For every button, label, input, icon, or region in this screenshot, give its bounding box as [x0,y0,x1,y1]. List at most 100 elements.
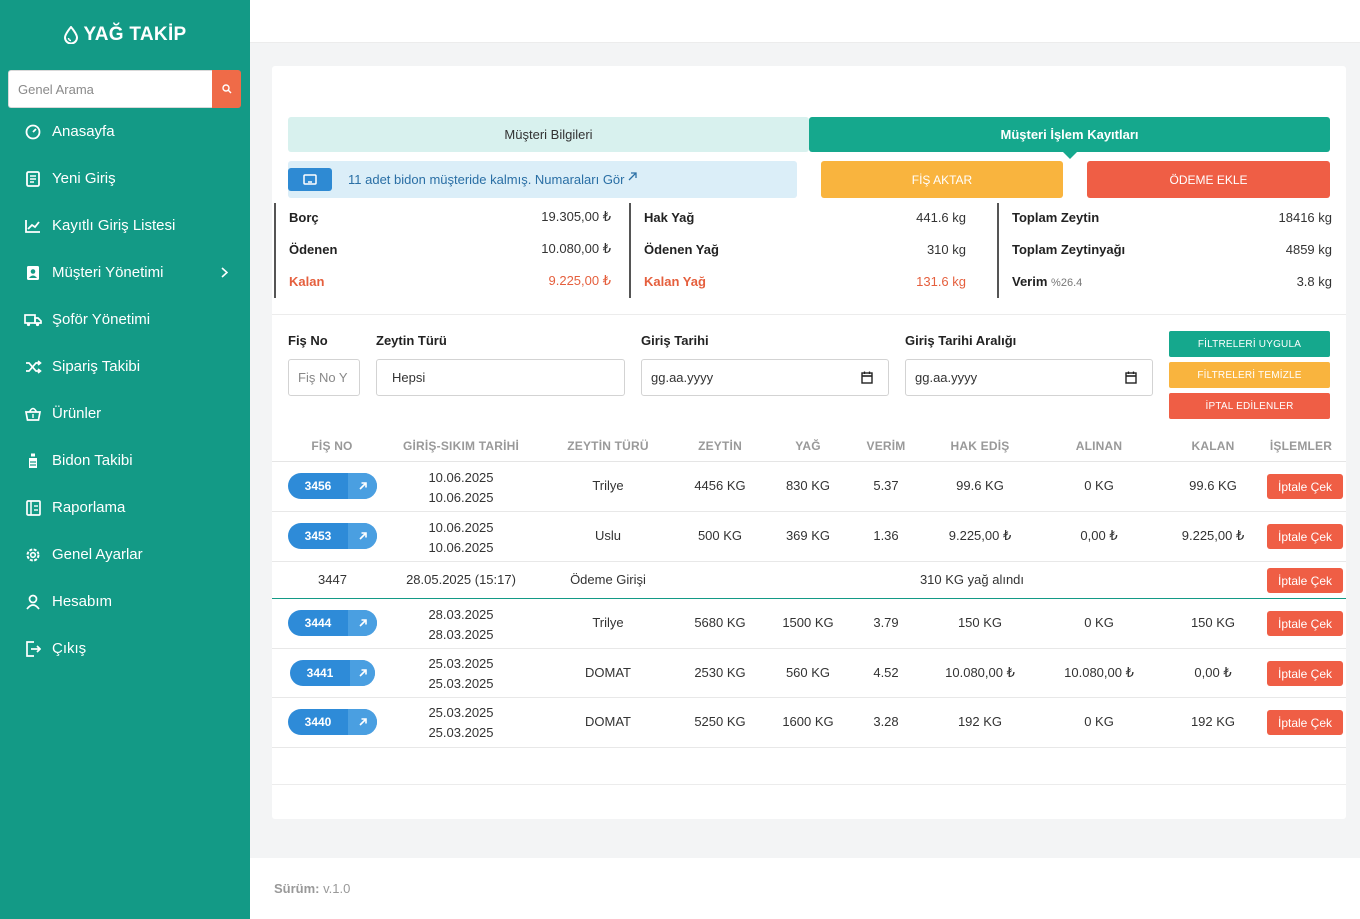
oil-drop-icon [63,26,78,44]
iptale-cek-button[interactable]: İptale Çek [1267,611,1343,636]
iptale-cek-button[interactable]: İptale Çek [1267,474,1343,499]
sidebar-item-sofor-yonetimi[interactable]: Şoför Yönetimi [0,296,250,343]
fis-badge[interactable]: 3440 [288,709,377,735]
col-kalan: KALAN [1191,439,1235,453]
sidebar-item-label: Yeni Giriş [52,170,116,187]
table-row: 3456 10.06.2025 10.06.2025 Trilye 4456 KG… [272,462,1346,512]
cell-verim: 4.52 [873,665,899,680]
fis-badge[interactable]: 3444 [288,610,377,636]
summary-hak-yag: Hak Yağ 441.6 kg [644,207,966,227]
calendar-icon[interactable] [1125,371,1137,384]
tab-musteri-islem-kayitlari[interactable]: Müşteri İşlem Kayıtları [809,117,1330,159]
cell-zeytin-turu: Trilye [592,478,624,493]
fis-badge[interactable]: 3456 [288,473,377,499]
cell-yag: 369 KG [785,528,831,543]
summary-divider [274,203,276,298]
iptale-cek-button[interactable]: İptale Çek [1267,524,1343,549]
version-value: v.1.0 [323,881,351,896]
col-zeytin-turu: ZEYTİN TÜRÜ [567,439,649,453]
summary-borc: Borç 19.305,00 ₺ [289,207,611,227]
odeme-ekle-button[interactable]: ÖDEME EKLE [1087,161,1330,198]
sidebar-item-urunler[interactable]: Ürünler [0,390,250,437]
footer: Sürüm: v.1.0 [250,858,1360,919]
tab-musteri-bilgileri[interactable]: Müşteri Bilgileri [288,117,809,152]
sidebar-item-label: Ürünler [52,405,102,422]
chart-line-icon [24,217,42,235]
calendar-icon[interactable] [861,371,873,384]
summary-totals: Toplam Zeytin 18416 kg Toplam Zeytinyağı 4… [997,203,1332,298]
cell-verim: 5.37 [873,478,899,493]
sidebar-item-cikis[interactable]: Çıkış [0,625,250,672]
sidebar-item-musteri-yonetimi[interactable]: Müşteri Yönetimi [0,249,250,296]
cell-tarih: 28.05.2025 (15:17) [406,572,516,587]
sidebar-item-raporlama[interactable]: Raporlama [0,484,250,531]
date-giris: 10.06.2025 [428,470,494,485]
summary-kalan-yag: Kalan Yağ 131.6 kg [644,271,966,291]
verim-label: Verim [1012,273,1048,289]
summary-odenen-yag: Ödenen Yağ 310 kg [644,239,966,259]
filter-fis-no-input[interactable]: Fiş No Y [288,359,360,396]
summary-label: Toplam Zeytin [1012,209,1100,225]
cell-zeytin-turu: Trilye [592,615,624,630]
iptale-cek-button[interactable]: İptale Çek [1267,661,1343,686]
fis-number: 3456 [304,479,332,493]
fis-badge[interactable]: 3441 [290,660,375,686]
cell-tarih: 25.03.2025 25.03.2025 [390,703,532,743]
cancelled-records-button[interactable]: İPTAL EDİLENLER [1169,393,1330,419]
sidebar-item-genel-ayarlar[interactable]: Genel Ayarlar [0,531,250,578]
date-giris: 10.06.2025 [428,520,494,535]
sidebar-item-hesabim[interactable]: Hesabım [0,578,250,625]
notice-link[interactable]: 11 adet bidon müşteride kalmış. Numarala… [348,172,625,187]
filter-zeytin-turu-select[interactable]: Hepsi [376,359,625,396]
apply-filters-button[interactable]: FİLTRELERİ UYGULA [1169,331,1330,357]
sidebar-item-anasayfa[interactable]: Anasayfa [0,108,250,155]
sidebar-item-label: Genel Ayarlar [52,546,143,563]
external-link-icon [628,172,637,181]
cell-kalan: 99.6 KG [1189,478,1237,493]
cell-yag: 1600 KG [782,714,834,729]
fis-badge[interactable]: 3453 [288,523,377,549]
document-icon [24,170,42,188]
cell-tarih: 10.06.2025 10.06.2025 [390,468,532,508]
iptale-cek-button[interactable]: İptale Çek [1267,710,1343,735]
summary-value: 4859 kg [1285,241,1332,257]
search-button[interactable] [212,70,241,108]
sidebar-item-kayitli-giris-listesi[interactable]: Kayıtlı Giriş Listesi [0,202,250,249]
arrow-up-right-icon [348,523,377,549]
cell-tarih: 28.03.2025 28.03.2025 [390,605,532,645]
cell-alinan: 10.080,00 ₺ [1064,665,1134,680]
summary-oil: Hak Yağ 441.6 kg Ödenen Yağ 310 kg Kalan Y… [629,203,969,298]
sidebar-item-siparis-takibi[interactable]: Sipariş Takibi [0,343,250,390]
bottle-icon [24,452,42,470]
col-giris-tarihi: GİRİŞ-SIKIM TARİHİ [402,439,520,453]
sidebar-item-bidon-takibi[interactable]: Bidon Takibi [0,437,250,484]
iptale-cek-button[interactable]: İptale Çek [1267,568,1343,593]
table-row: 3441 25.03.2025 25.03.2025 DOMAT 2530 KG … [272,649,1346,698]
notice-toggle-button[interactable] [288,168,332,191]
bidon-notice: 11 adet bidon müşteride kalmış. Numarala… [288,161,797,198]
summary-divider [629,203,631,298]
cell-kalan: 192 KG [1190,714,1236,729]
dashboard-icon [24,123,42,141]
cell-alinan: 0 KG [1084,615,1114,630]
fis-aktar-button[interactable]: FİŞ AKTAR [821,161,1063,198]
summary-value: 441.6 kg [916,209,966,225]
chevron-right-icon [221,265,229,282]
sidebar-item-yeni-giris[interactable]: Yeni Giriş [0,155,250,202]
table-row: 3440 25.03.2025 25.03.2025 DOMAT 5250 KG … [272,698,1346,748]
clear-filters-button[interactable]: FİLTRELERİ TEMİZLE [1169,362,1330,388]
basket-icon [24,405,42,423]
cell-hak-edis: 10.080,00 ₺ [945,665,1015,680]
search-input[interactable] [8,70,212,108]
sidebar: YAĞ TAKİP Anasayfa Yeni Giriş Kayıtlı Gi… [0,0,250,919]
summary-label: Ödenen [289,241,338,257]
sidebar-item-label: Anasayfa [52,123,115,140]
user-icon [24,593,42,611]
fis-number: 3444 [304,616,332,630]
brand-logo[interactable]: YAĞ TAKİP [0,0,250,70]
filter-giris-tarihi-input[interactable]: gg.aa.yyyy [641,359,889,396]
filter-aralik-input[interactable]: gg.aa.yyyy [905,359,1153,396]
summary-label: Kalan [289,273,325,289]
col-zeytin: ZEYTİN [698,439,742,453]
sidebar-item-label: Raporlama [52,499,126,516]
